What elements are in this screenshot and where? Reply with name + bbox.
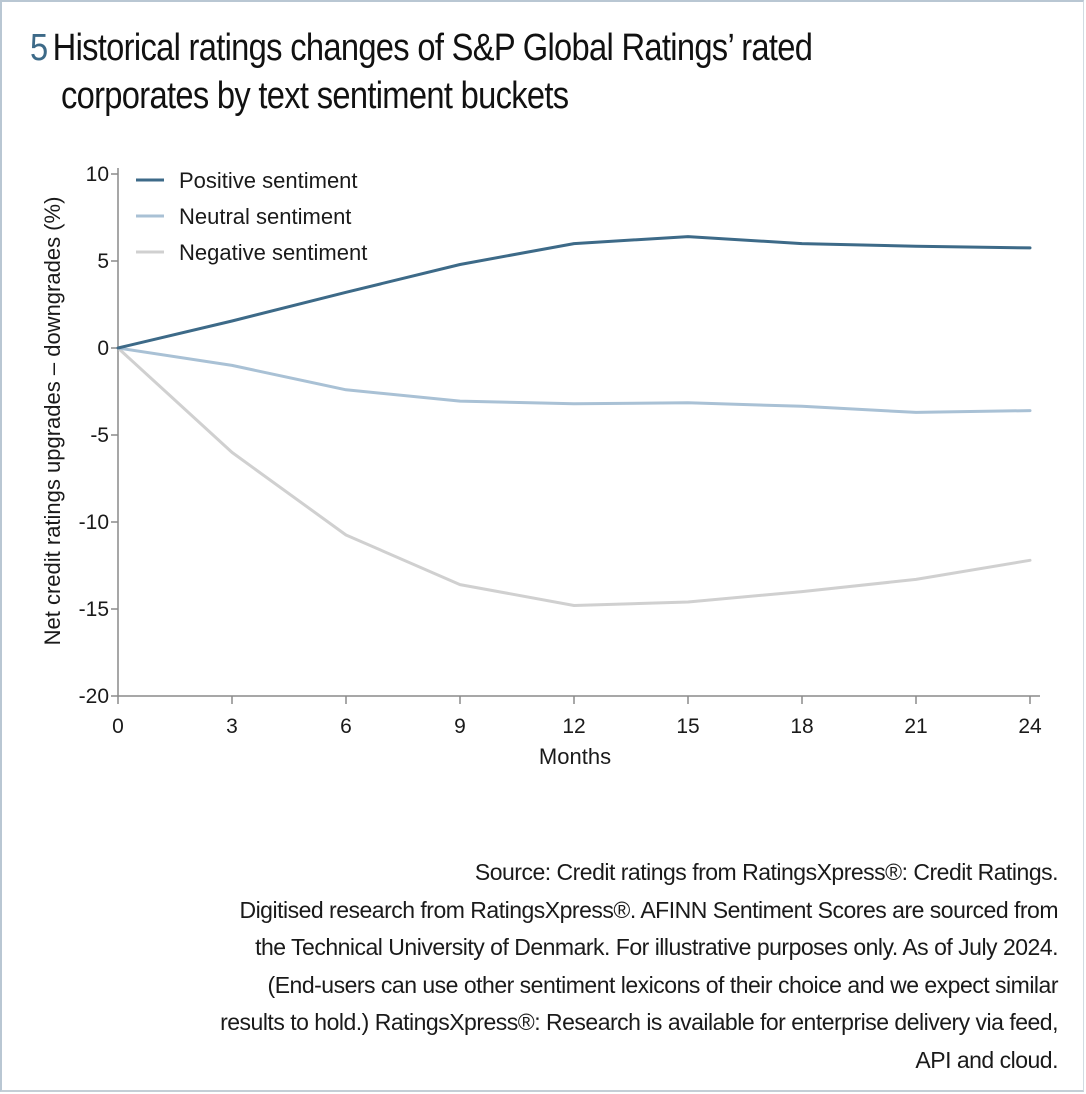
series-line-neutral-sentiment xyxy=(116,346,1032,414)
x-tick-label: 15 xyxy=(676,715,699,738)
y-tick-label: 5 xyxy=(97,250,109,273)
y-tick-label: -20 xyxy=(79,685,109,708)
figure-title-line2: corporates by text sentiment buckets xyxy=(60,75,569,117)
source-line: Source: Credit ratings from RatingsXpres… xyxy=(474,859,1059,885)
y-ticks: 10 5 0 -5 -10 -15 -20 xyxy=(79,163,118,708)
figure-title: 5 Historical ratings changes of S&P Globa… xyxy=(30,24,890,120)
y-tick-label: 0 xyxy=(97,337,109,360)
source-line: API and cloud. xyxy=(915,1046,1058,1073)
source-line: Digitised research from RatingsXpress®. … xyxy=(239,896,1058,923)
x-tick-label: 3 xyxy=(226,715,238,738)
y-tick-label: -10 xyxy=(79,511,109,534)
legend-label: Negative sentiment xyxy=(179,240,367,265)
x-tick-label: 12 xyxy=(562,715,585,738)
legend-label: Neutral sentiment xyxy=(179,204,351,229)
figure-number: 5 xyxy=(30,27,48,69)
y-tick-label: -15 xyxy=(79,598,109,621)
source-line: (End-users can use other sentiment lexic… xyxy=(267,971,1059,998)
source-line: results to hold.) RatingsXpress®: Resear… xyxy=(220,1009,1058,1035)
series-line-positive-sentiment xyxy=(116,235,1032,350)
y-axis-title: Net credit ratings upgrades – downgrades… xyxy=(40,197,65,646)
source-note: Source: Credit ratings from RatingsXpres… xyxy=(18,854,1058,1079)
y-tick-label: -5 xyxy=(90,424,109,447)
line-chart: 10 5 0 -5 -10 -15 -20 0 3 6 9 12 15 18 21 24 Positive … xyxy=(40,163,1042,769)
legend-label: Positive sentiment xyxy=(179,168,358,193)
x-ticks: 0 3 6 9 12 15 18 21 24 xyxy=(112,696,1042,738)
figure-title-line1: Historical ratings changes of S&P Global… xyxy=(52,27,813,69)
y-tick-label: 10 xyxy=(86,163,109,186)
x-axis-title: Months xyxy=(539,744,611,769)
x-tick-label: 21 xyxy=(904,715,927,738)
series-line-negative-sentiment xyxy=(116,346,1032,607)
x-tick-label: 0 xyxy=(112,715,124,738)
x-tick-label: 6 xyxy=(340,715,352,738)
x-tick-label: 24 xyxy=(1018,715,1042,738)
series-lines xyxy=(116,235,1032,607)
legend: Positive sentiment Neutral sentiment Negat… xyxy=(136,168,367,265)
source-line: the Technical University of Denmark. For… xyxy=(255,934,1058,960)
axes xyxy=(117,168,1040,697)
x-tick-label: 18 xyxy=(790,715,813,738)
x-tick-label: 9 xyxy=(454,715,466,738)
